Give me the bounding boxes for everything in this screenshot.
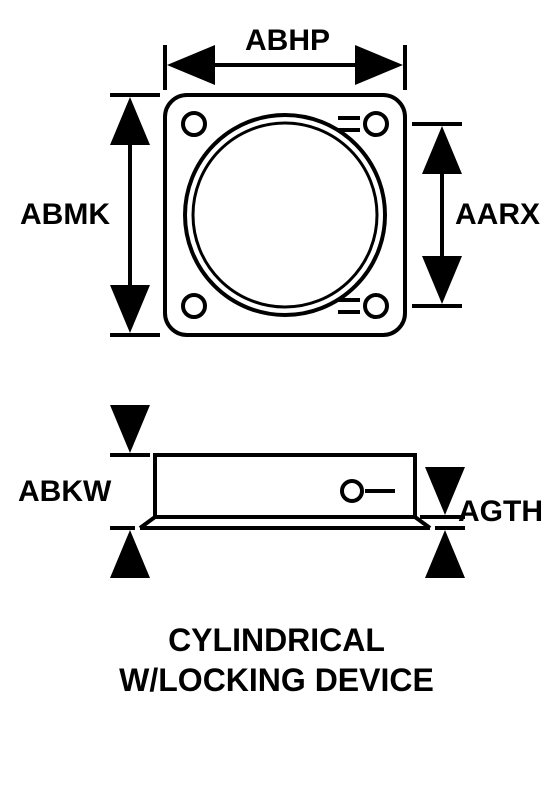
- label-aarx: AARX: [455, 198, 540, 232]
- mounting-hole-tr: [365, 113, 387, 135]
- caption-line-1: CYLINDRICAL: [0, 622, 553, 659]
- diagram-page: ABHP ABMK AARX ABKW AGTH CYLINDRICAL W/L…: [0, 0, 553, 788]
- mounting-hole-tl: [183, 113, 205, 135]
- label-abmk: ABMK: [20, 198, 110, 232]
- bore-inner: [193, 123, 377, 307]
- side-body: [155, 455, 415, 517]
- bore-outer: [185, 115, 385, 315]
- mounting-hole-br: [365, 295, 387, 317]
- mounting-hole-bl: [183, 295, 205, 317]
- lock-pin: [342, 481, 362, 501]
- label-agth: AGTH: [458, 495, 543, 529]
- label-abhp: ABHP: [245, 24, 330, 58]
- label-abkw: ABKW: [18, 475, 111, 509]
- caption-line-2: W/LOCKING DEVICE: [0, 662, 553, 699]
